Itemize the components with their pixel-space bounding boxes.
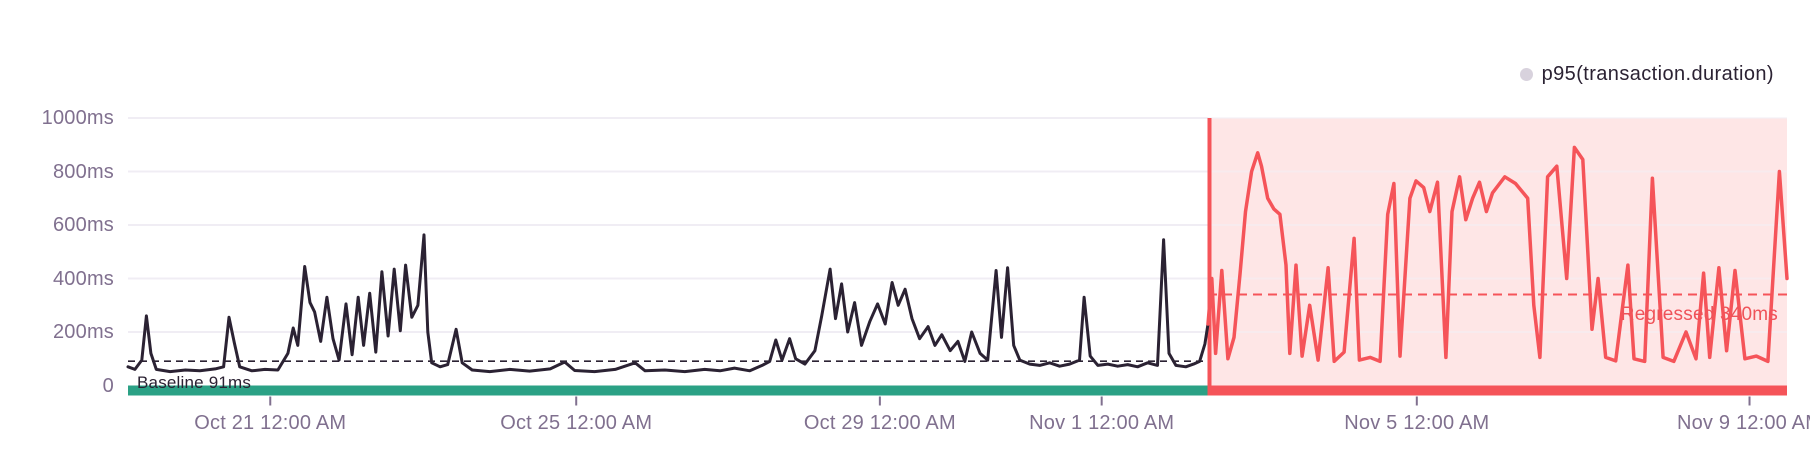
regression-period-bar (1207, 385, 1787, 396)
series-line-regressed[interactable] (1206, 145, 1789, 364)
baseline-period-bar (128, 385, 1208, 396)
x-axis-label: Nov 9 12:00 AM (1676, 412, 1810, 434)
legend-item-p95[interactable]: p95(transaction.duration) (1519, 63, 1774, 86)
y-axis-label: 1000ms (41, 107, 114, 129)
x-axis-label: Oct 25 12:00 AM (500, 412, 653, 434)
legend-label: p95(transaction.duration) (1541, 63, 1774, 85)
x-axis-label: Nov 1 12:00 AM (1029, 412, 1175, 434)
y-axis-label: 200ms (52, 321, 114, 343)
y-axis-label: 0 (102, 374, 114, 397)
x-axis-label: Nov 5 12:00 AM (1344, 412, 1490, 434)
series-line-baseline[interactable] (126, 233, 1210, 374)
y-axis-label: 600ms (52, 214, 114, 236)
x-axis-label: Oct 21 12:00 AM (194, 412, 347, 434)
y-axis-label: 400ms (52, 267, 114, 290)
regression-region (1207, 118, 1787, 396)
legend-marker-icon (1519, 68, 1533, 81)
y-axis-label: 800ms (52, 160, 114, 183)
regressed-annotation: Regressed 340ms (1620, 304, 1778, 325)
x-axis-label: Oct 29 12:00 AM (803, 412, 956, 434)
baseline-annotation: Baseline 91ms (137, 373, 252, 392)
